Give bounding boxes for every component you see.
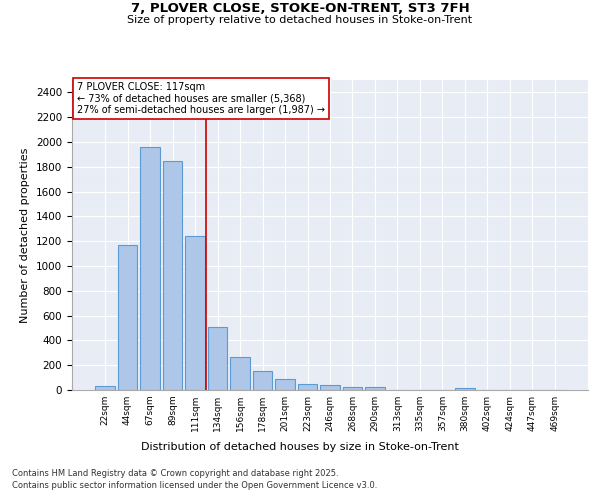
Bar — [343, 386, 362, 390]
Text: Contains public sector information licensed under the Open Government Licence v3: Contains public sector information licen… — [12, 481, 377, 490]
Bar — [320, 385, 340, 390]
Bar — [298, 384, 317, 390]
Bar — [275, 379, 295, 390]
Text: Contains HM Land Registry data © Crown copyright and database right 2025.: Contains HM Land Registry data © Crown c… — [12, 469, 338, 478]
Bar — [208, 327, 227, 390]
Bar — [230, 356, 250, 390]
Bar — [253, 371, 272, 390]
Text: Distribution of detached houses by size in Stoke-on-Trent: Distribution of detached houses by size … — [141, 442, 459, 452]
Bar — [365, 388, 385, 390]
Text: Size of property relative to detached houses in Stoke-on-Trent: Size of property relative to detached ho… — [127, 15, 473, 25]
Bar — [185, 236, 205, 390]
Bar — [455, 388, 475, 390]
Bar — [140, 147, 160, 390]
Text: 7 PLOVER CLOSE: 117sqm
← 73% of detached houses are smaller (5,368)
27% of semi-: 7 PLOVER CLOSE: 117sqm ← 73% of detached… — [77, 82, 325, 115]
Bar — [163, 160, 182, 390]
Bar — [118, 245, 137, 390]
Y-axis label: Number of detached properties: Number of detached properties — [20, 148, 31, 322]
Text: 7, PLOVER CLOSE, STOKE-ON-TRENT, ST3 7FH: 7, PLOVER CLOSE, STOKE-ON-TRENT, ST3 7FH — [131, 2, 469, 16]
Bar — [95, 386, 115, 390]
